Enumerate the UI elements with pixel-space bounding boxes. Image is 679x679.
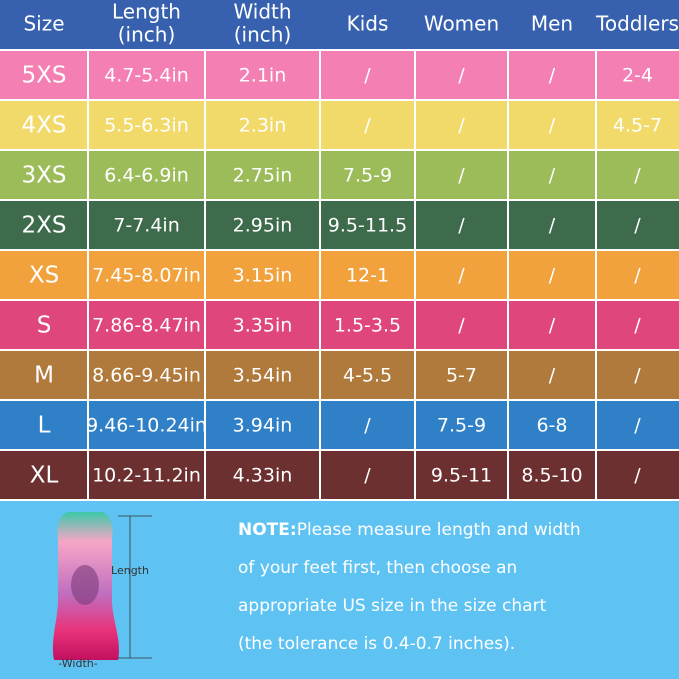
header-row — [0, 0, 679, 50]
table-row — [0, 50, 679, 100]
size-cell: XL — [30, 463, 59, 489]
header-cell: (inch) — [234, 23, 292, 47]
table-cell: 8.66-9.45in — [92, 365, 201, 387]
table-cell: / — [458, 315, 465, 337]
table-cell: / — [549, 165, 556, 187]
table-cell: / — [549, 65, 556, 87]
table-cell: 6.4-6.9in — [104, 165, 189, 187]
table-cell: / — [364, 115, 371, 137]
table-cell: 2-4 — [622, 65, 653, 87]
table-cell: / — [458, 65, 465, 87]
table-cell: 2.3in — [239, 115, 287, 137]
header-cell: Men — [531, 12, 573, 36]
table-cell: / — [458, 165, 465, 187]
header-cell: Kids — [347, 12, 389, 36]
table-cell: 3.94in — [233, 415, 293, 437]
table-row — [0, 250, 679, 300]
table-cell: 3.35in — [233, 315, 293, 337]
note-line: appropriate US size in the size chart — [238, 596, 547, 616]
fin-diagram: Length -Width- — [52, 512, 152, 670]
table-cell: / — [364, 465, 371, 487]
note-line: (the tolerance is 0.4-0.7 inches). — [238, 634, 515, 654]
table-cell: 7.5-9 — [343, 165, 392, 187]
table-cell: 3.15in — [233, 265, 293, 287]
size-cell: S — [37, 313, 52, 339]
table-cell: 7.45-8.07in — [92, 265, 201, 287]
table-cell: / — [549, 315, 556, 337]
table-cell: / — [458, 215, 465, 237]
table-row — [0, 400, 679, 450]
table-cell: 5.5-6.3in — [104, 115, 189, 137]
table-cell: 7-7.4in — [113, 215, 179, 237]
table-cell: 9.5-11.5 — [328, 215, 407, 237]
size-cell: 3XS — [22, 163, 67, 189]
table-cell: 9.46-10.24in — [86, 415, 207, 437]
header-cell: Size — [23, 12, 64, 36]
table-cell: 10.2-11.2in — [92, 465, 201, 487]
table-cell: 12-1 — [346, 265, 389, 287]
table-cell: / — [364, 65, 371, 87]
table-cell: / — [634, 165, 641, 187]
table-cell: 2.1in — [239, 65, 287, 87]
table-cell: 2.75in — [233, 165, 293, 187]
table-cell: / — [364, 415, 371, 437]
table-row — [0, 350, 679, 400]
table-cell: 3.54in — [233, 365, 293, 387]
table-row — [0, 150, 679, 200]
table-cell: 4.7-5.4in — [104, 65, 189, 87]
size-cell: 5XS — [22, 63, 67, 89]
table-cell: 4.33in — [233, 465, 293, 487]
width-label: -Width- — [58, 657, 97, 670]
table-cell: / — [458, 265, 465, 287]
table-cell: 4-5.5 — [343, 365, 392, 387]
note-line: of your feet first, then choose an — [238, 558, 517, 578]
note-line: Please measure length and width — [297, 520, 581, 540]
table-cell: / — [458, 115, 465, 137]
note-text: NOTE:Please measure length and width — [238, 520, 581, 540]
table-cell: / — [549, 365, 556, 387]
table-cell: 5-7 — [446, 365, 477, 387]
header-cell: Width — [233, 0, 291, 24]
header-cell: Length — [112, 0, 181, 24]
header-cell: Toddlers — [595, 12, 679, 36]
table-cell: / — [634, 215, 641, 237]
table-cell: 2.95in — [233, 215, 293, 237]
note-label: NOTE: — [238, 520, 297, 540]
table-cell: 4.5-7 — [613, 115, 662, 137]
table-cell: / — [634, 265, 641, 287]
size-cell: XS — [29, 263, 59, 289]
table-cell: / — [634, 315, 641, 337]
table-cell: / — [634, 365, 641, 387]
table-cell: / — [549, 265, 556, 287]
size-cell: L — [38, 413, 51, 439]
table-cell: / — [634, 465, 641, 487]
table-cell: 1.5-3.5 — [334, 315, 401, 337]
size-cell: 4XS — [22, 113, 67, 139]
table-row — [0, 200, 679, 250]
table-cell: 9.5-11 — [431, 465, 492, 487]
table-cell: 8.5-10 — [521, 465, 582, 487]
size-cell: M — [34, 363, 54, 389]
table-row — [0, 300, 679, 350]
header-cell: (inch) — [118, 23, 176, 47]
table-row — [0, 450, 679, 500]
size-cell: 2XS — [22, 213, 67, 239]
length-label: Length — [111, 564, 149, 577]
table-cell: 7.5-9 — [437, 415, 486, 437]
table-cell: / — [549, 215, 556, 237]
table-cell: 6-8 — [536, 415, 567, 437]
table-row — [0, 100, 679, 150]
table-cell: 7.86-8.47in — [92, 315, 201, 337]
header-cell: Women — [424, 12, 499, 36]
table-cell: / — [634, 415, 641, 437]
table-cell: / — [549, 115, 556, 137]
